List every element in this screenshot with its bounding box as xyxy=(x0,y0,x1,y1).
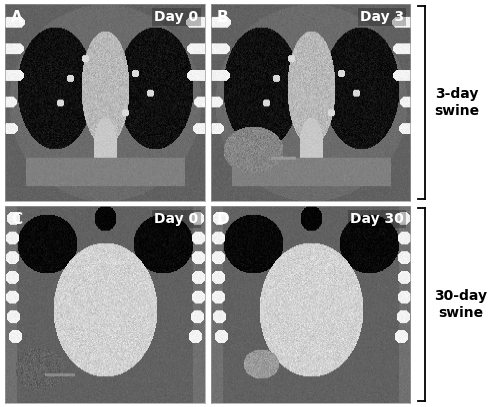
Text: 3-day
swine: 3-day swine xyxy=(434,88,479,118)
Text: Day 30: Day 30 xyxy=(350,212,404,226)
Text: Day 0: Day 0 xyxy=(154,212,198,226)
Text: Day 0: Day 0 xyxy=(154,10,198,24)
Text: Day 3: Day 3 xyxy=(360,10,404,24)
Text: B: B xyxy=(216,10,228,25)
Text: 30-day
swine: 30-day swine xyxy=(434,289,487,319)
Text: D: D xyxy=(216,212,229,227)
Text: A: A xyxy=(11,10,22,25)
Text: C: C xyxy=(11,212,22,227)
